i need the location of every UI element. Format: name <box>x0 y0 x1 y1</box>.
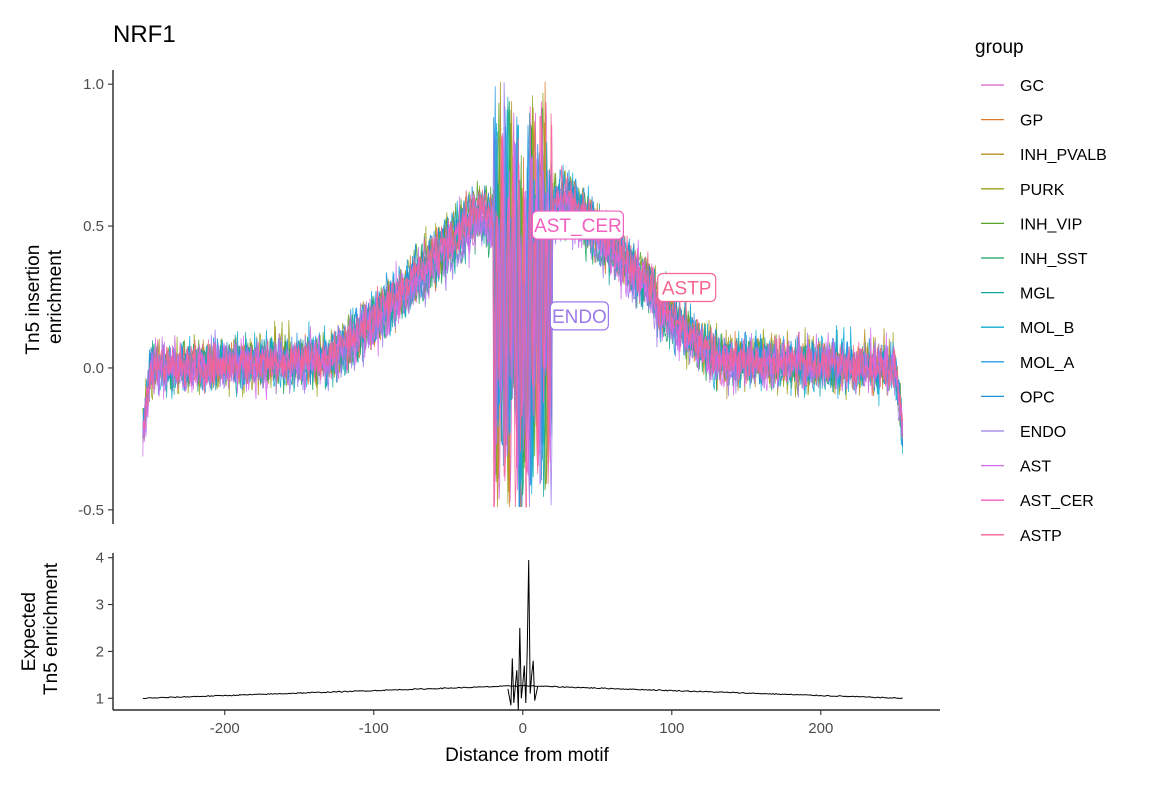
x-tick-label-1: -100 <box>359 720 389 737</box>
legend-label: INH_PVALB <box>1020 147 1107 164</box>
bottom-y-ticks: 4 3 2 1 <box>96 550 113 707</box>
x-axis-title: Distance from motif <box>445 745 609 766</box>
legend-items: GC GP INH_PVALB PURK INH_VIP INH_SST MGL MOL_B M… <box>981 78 1107 545</box>
top-panel: 1.0 0.5 0.0 -0.5 AST_CER ASTP ENDO Tn5 insert… <box>23 70 904 524</box>
top-y-tick-label-0: 1.0 <box>83 76 104 93</box>
top-y-axis-title-line1: Tn5 insertion <box>23 245 44 355</box>
legend-item-ast: AST <box>981 459 1051 476</box>
bottom-y-tick-label-2: 2 <box>96 643 104 660</box>
x-tick-label-4: 200 <box>808 720 833 737</box>
x-tick-label-3: 100 <box>659 720 684 737</box>
top-y-tick-label-1: 0.5 <box>83 218 104 235</box>
legend-label: OPC <box>1020 389 1055 406</box>
callout-label: ENDO <box>552 307 607 328</box>
x-tick-label-0: -200 <box>210 720 240 737</box>
legend-title: group <box>975 37 1024 58</box>
bottom-y-axis-title-line1: Expected <box>19 592 40 671</box>
legend-item-mol-b: MOL_B <box>981 320 1074 337</box>
bottom-x-ticks: -200 -100 0 100 200 <box>210 710 833 737</box>
bottom-y-axis-title-line2: Tn5 enrichment <box>41 562 62 695</box>
legend-item-purk: PURK <box>981 182 1065 199</box>
top-series-lines <box>142 81 904 508</box>
legend-label: ENDO <box>1020 424 1066 441</box>
callout-label: ASTP <box>662 278 712 299</box>
legend-label: AST <box>1020 459 1051 476</box>
legend-label: MOL_A <box>1020 355 1075 372</box>
legend-label: MOL_B <box>1020 320 1074 337</box>
series-line-astp <box>142 113 904 508</box>
legend-label: INH_SST <box>1020 251 1088 268</box>
legend-item-inh-vip: INH_VIP <box>981 216 1082 233</box>
legend-label: ASTP <box>1020 528 1062 545</box>
bottom-y-tick-label-3: 1 <box>96 690 104 707</box>
legend-item-inh-sst: INH_SST <box>981 251 1088 268</box>
legend-label: INH_VIP <box>1020 216 1082 233</box>
legend-label: AST_CER <box>1020 493 1094 510</box>
top-callouts: AST_CER ASTP ENDO <box>531 210 717 331</box>
bottom-y-axis-title: Expected Tn5 enrichment <box>19 562 62 695</box>
legend-label: GC <box>1020 78 1044 95</box>
callout-box <box>657 272 717 303</box>
legend-item-opc: OPC <box>981 389 1055 406</box>
callout-endo: ENDO <box>549 301 609 331</box>
legend-item-ast-cer: AST_CER <box>981 493 1094 510</box>
bottom-y-tick-label-1: 3 <box>96 597 104 614</box>
x-tick-label-2: 0 <box>519 720 527 737</box>
legend-item-gc: GC <box>981 78 1044 95</box>
top-y-tick-label-3: -0.5 <box>78 502 104 519</box>
chart-title: NRF1 <box>113 21 176 48</box>
legend-item-mol-a: MOL_A <box>981 355 1075 372</box>
legend-label: MGL <box>1020 286 1055 303</box>
expected-center-peaks <box>507 559 539 711</box>
callout-astp: ASTP <box>657 272 717 303</box>
bottom-y-tick-label-0: 4 <box>96 550 104 567</box>
legend-label: PURK <box>1020 182 1065 199</box>
top-y-axis-title: Tn5 insertion enrichment <box>23 239 66 354</box>
top-y-axis-title-line2: enrichment <box>45 249 66 344</box>
callout-box <box>531 210 625 240</box>
bottom-panel: 4 3 2 1 -200 -100 0 100 200 Expected Tn5 enrich… <box>19 550 940 766</box>
legend-item-gp: GP <box>981 113 1043 130</box>
legend-item-astp: ASTP <box>981 528 1062 545</box>
legend-item-mgl: MGL <box>981 286 1055 303</box>
legend-item-endo: ENDO <box>981 424 1066 441</box>
top-y-tick-label-2: 0.0 <box>83 360 104 377</box>
bottom-series-lines <box>142 559 903 711</box>
callout-box <box>549 301 609 331</box>
legend-item-inh-pvalb: INH_PVALB <box>981 147 1107 164</box>
callout-ast-cer: AST_CER <box>531 210 625 240</box>
legend: group GC GP INH_PVALB PURK INH_VIP INH_SST MGL… <box>975 37 1107 545</box>
top-y-ticks: 1.0 0.5 0.0 -0.5 <box>78 76 113 519</box>
callout-label: AST_CER <box>534 216 622 237</box>
legend-label: GP <box>1020 113 1043 130</box>
